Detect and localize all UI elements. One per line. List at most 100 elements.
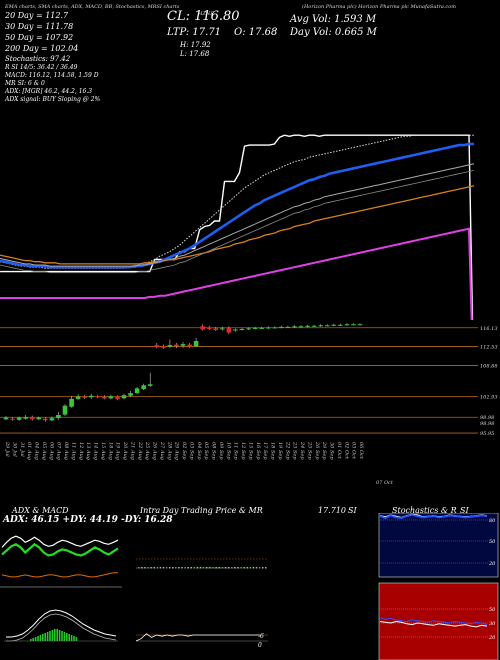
intraday-price-label: 17.710 (318, 506, 346, 515)
intraday-price-dot (172, 567, 174, 569)
macd-bar (75, 637, 78, 641)
series-ema-short (0, 134, 474, 269)
candle (128, 393, 133, 396)
intraday-price-dot (144, 567, 146, 569)
stat-ema20: 20 Day = 112.7 (5, 11, 69, 20)
candle-x-label: 05 Sep (203, 442, 209, 460)
candle-x-label: 12 Aug (78, 442, 84, 460)
candle (16, 417, 22, 420)
candle (174, 344, 179, 347)
intraday-price-dot (178, 567, 180, 569)
intraday-price-dot (193, 567, 196, 569)
intraday-price-dot (203, 567, 205, 569)
macd-bar (46, 632, 49, 641)
candle-y-label: 98.98 (480, 421, 494, 427)
macd-bar (30, 639, 32, 641)
intraday-price-dot (258, 567, 261, 569)
intraday-price-dot (231, 567, 233, 569)
series-ema-gray (0, 163, 475, 267)
candle (82, 396, 87, 398)
candle (23, 417, 28, 419)
candle (187, 344, 192, 347)
series-ema-magenta (0, 227, 473, 320)
stat-ema200: 200 Day = 102.04 (5, 44, 79, 53)
candle-x-label: 06 Oct (358, 442, 364, 460)
intraday-price-dot (252, 567, 255, 569)
low-label: L: 17.68 (180, 50, 210, 58)
candle (147, 384, 153, 386)
macd-bar (34, 637, 37, 641)
candle-x-label: 27 Aug (159, 441, 165, 460)
candle-y-label: 95.95 (480, 431, 494, 437)
intraday-price-dot (218, 567, 220, 569)
intraday-price-dot (246, 567, 248, 569)
adx-panel-title: ADX & MACD (12, 506, 69, 515)
macd-bar (54, 629, 56, 641)
candle (344, 324, 350, 326)
intraday-price-dot (150, 567, 152, 569)
candle (331, 324, 337, 326)
candle-x-label: 24 Sep (299, 441, 305, 460)
candle (29, 417, 35, 420)
ltp-label: LTP: 17.71 (167, 27, 222, 38)
series-adx-white (1, 535, 119, 548)
intraday-price-dot (265, 567, 267, 569)
intraday-price-dot (190, 567, 193, 569)
candle-x-label: 19 Sep (277, 442, 283, 460)
intraday-price-dot (169, 567, 171, 569)
candle-x-label: 25 Aug (144, 441, 150, 460)
macd-bar (70, 635, 73, 641)
candle (134, 388, 140, 394)
stat-stochastics: Stochastics: 97.42 (5, 55, 71, 63)
stat-adx-signal: ADX signal: BUY Sloping @ 2% (5, 96, 101, 103)
ticker-label: HZNP (198, 11, 214, 17)
candle-x-label: 30 Jul (11, 442, 17, 457)
candle-x-label: 28 Aug (166, 441, 172, 460)
candle (246, 328, 251, 330)
candle (233, 329, 238, 331)
intraday-si-label: SI (348, 506, 357, 515)
intraday-price-dot (196, 567, 199, 569)
price-ema-chart (0, 134, 475, 320)
candle (279, 326, 284, 328)
candle-x-label: 14 Aug (93, 442, 99, 460)
intraday-price-dot (162, 567, 165, 569)
candle (259, 327, 264, 329)
candle (49, 418, 55, 421)
intraday-price-dot (184, 567, 186, 569)
intraday-price-dot (153, 567, 155, 569)
intraday-price-dot (237, 567, 239, 569)
series-rsi-blue (379, 617, 488, 626)
candle-x-label: 03 Oct (351, 442, 357, 460)
series-rsi-white (379, 620, 488, 628)
candle-x-label: 06 Aug (48, 442, 54, 460)
intraday-level-label: -6 (258, 633, 264, 640)
candle-x-label: 07 Aug (56, 442, 62, 460)
candle (200, 326, 205, 330)
candle (43, 418, 48, 421)
macd-bar (51, 630, 54, 641)
intraday-price-dot (181, 567, 183, 569)
close-label: CL: 116.80 (167, 9, 240, 24)
intraday-price-dot (156, 567, 158, 569)
candle (272, 327, 278, 329)
candle-x-label: 29 Aug (174, 441, 180, 460)
candle (161, 346, 166, 348)
day-vol-label: Day Vol: 0.665 M (290, 27, 377, 38)
avg-vol-label: Avg Vol: 1.593 M (290, 14, 377, 25)
stoch-bottom-label-50: 50 (489, 607, 496, 613)
candle (141, 385, 146, 389)
candle-x-label: 08 Sep (211, 442, 217, 460)
candle (36, 417, 42, 420)
candle (154, 345, 160, 348)
candle-x-label: 20 Aug (122, 441, 128, 460)
candle-y-label: 102.93 (480, 395, 498, 401)
candle-x-label: 18 Sep (270, 442, 276, 460)
macd-bar (42, 634, 44, 641)
candle-x-label: 03 Sep (188, 442, 194, 460)
candle-x-label: 17 Sep (262, 442, 268, 460)
intraday-price-dot (159, 567, 162, 569)
candle-x-label: 13 Aug (85, 442, 91, 460)
series-ema-orange (0, 185, 475, 265)
stat-mrsi: MR SI: 6 & 0 (5, 80, 45, 87)
